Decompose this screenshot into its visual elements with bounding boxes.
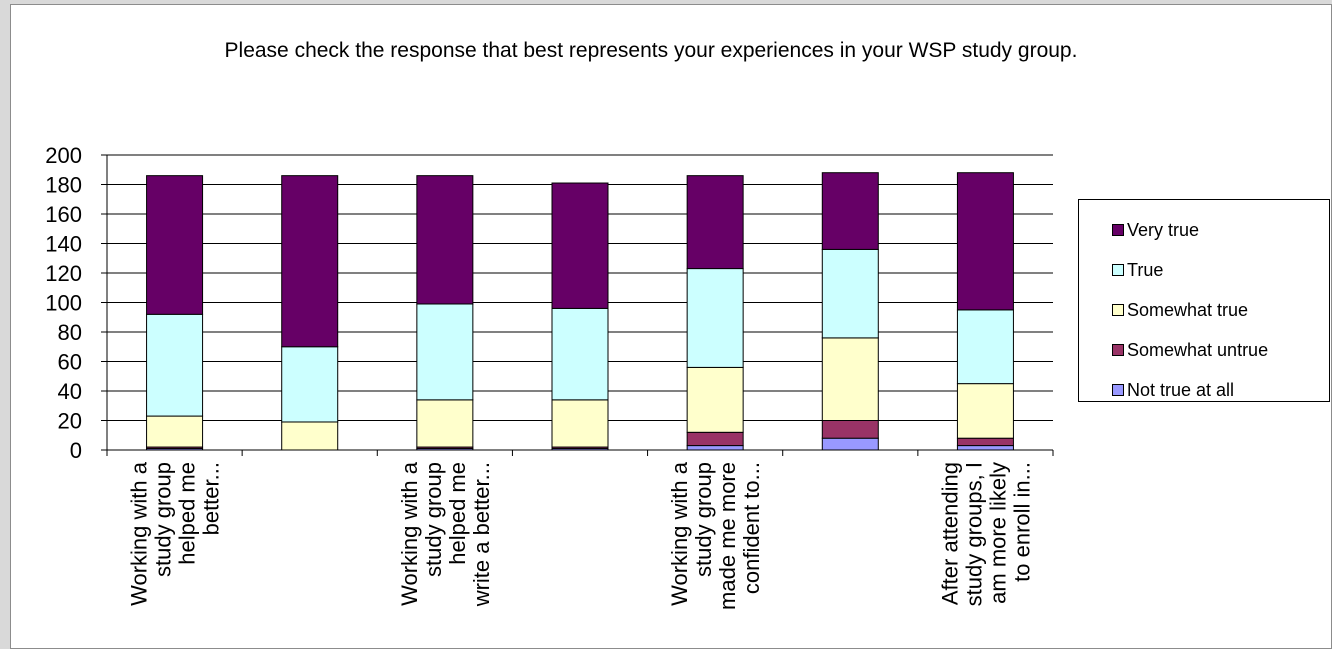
bar-segment <box>686 431 744 447</box>
bar-segment <box>551 307 609 401</box>
y-tick-label: 100 <box>45 291 82 316</box>
bar-segment <box>686 445 744 451</box>
y-tick-label: 160 <box>45 202 82 227</box>
legend-label: Very true <box>1127 219 1200 240</box>
x-tick-label: Working with a <box>667 461 692 606</box>
x-tick-label: Working with a <box>397 461 422 606</box>
y-tick-label: 0 <box>70 438 82 463</box>
y-tick-label: 140 <box>45 232 82 257</box>
bar-segment <box>686 366 744 433</box>
legend-item: Somewhat true <box>1079 290 1329 330</box>
x-tick-label: study groups, I <box>961 462 986 606</box>
bar-segment <box>956 437 1014 447</box>
bar-segment <box>956 383 1014 439</box>
bar-segment <box>821 248 879 339</box>
legend-swatch <box>1112 264 1124 276</box>
y-tick-label: 60 <box>58 350 82 375</box>
x-tick-label: study group <box>691 462 716 577</box>
legend-label: Somewhat true <box>1127 299 1249 320</box>
chart-frame: Please check the response that best repr… <box>10 4 1332 649</box>
bar-segment <box>686 268 744 368</box>
legend-item: Very true <box>1079 210 1329 250</box>
bar-segment <box>551 399 609 448</box>
chart-title: Please check the response that best repr… <box>224 39 1078 62</box>
x-tick-label: write a better... <box>469 462 494 607</box>
bar-segment <box>281 175 339 348</box>
chart-legend: Very true True Somewhat true Somewhat untru… <box>1078 199 1330 402</box>
x-tick-label: After attending <box>937 462 962 605</box>
y-tick-label: 80 <box>58 320 82 345</box>
bar-segment <box>146 415 204 448</box>
legend-item: True <box>1079 250 1329 290</box>
x-tick-label: study group <box>151 462 176 577</box>
bar-segment <box>416 303 474 401</box>
y-tick-label: 200 <box>45 143 82 168</box>
bar-segment <box>281 421 339 451</box>
x-tick-label: better... <box>199 462 224 535</box>
bar-segment <box>956 445 1014 451</box>
bar-segment <box>551 182 609 309</box>
legend-label: Somewhat untrue <box>1127 339 1269 360</box>
x-tick-label: to enroll in... <box>1009 462 1034 582</box>
legend-item: Not true at all <box>1079 370 1329 410</box>
legend-swatch <box>1112 384 1124 396</box>
legend-swatch <box>1112 304 1124 316</box>
legend-item: Somewhat untrue <box>1079 330 1329 370</box>
y-tick-label: 180 <box>45 173 82 198</box>
legend-swatch <box>1112 224 1124 236</box>
x-tick-label: study group <box>421 462 446 577</box>
bar-segment <box>416 399 474 448</box>
bar-segment <box>821 172 879 250</box>
x-tick-label: Working with a <box>127 461 152 606</box>
bar-segment <box>956 172 1014 311</box>
y-tick-label: 120 <box>45 261 82 286</box>
legend-label: Not true at all <box>1127 379 1235 400</box>
x-tick-label: confident to... <box>739 462 764 594</box>
x-tick-label: made me more <box>715 462 740 610</box>
bar-segment <box>956 309 1014 385</box>
x-tick-label: helped me <box>445 462 470 565</box>
bar-segment <box>821 420 879 439</box>
y-tick-label: 20 <box>58 409 82 434</box>
legend-swatch <box>1112 344 1124 356</box>
legend-label: True <box>1127 259 1164 280</box>
bar-segment <box>146 313 204 417</box>
bar-segment <box>416 175 474 305</box>
x-tick-label: helped me <box>175 462 200 565</box>
bar-segment <box>281 346 339 423</box>
bar-segment <box>686 175 744 270</box>
bar-segment <box>821 437 879 451</box>
x-tick-label: am more likely <box>985 462 1010 604</box>
bar-segment <box>146 175 204 315</box>
bar-segment <box>821 337 879 421</box>
y-tick-label: 40 <box>58 379 82 404</box>
